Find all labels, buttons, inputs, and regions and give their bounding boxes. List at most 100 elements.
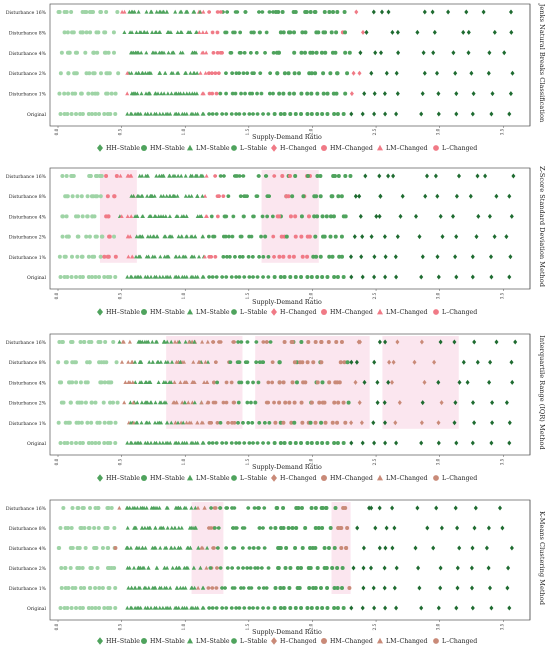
y-tick-label: Disturbance 2% [9, 71, 47, 77]
data-point [90, 112, 95, 116]
data-point [510, 379, 515, 385]
data-point [228, 360, 233, 364]
data-point [292, 360, 297, 365]
data-point [109, 380, 114, 385]
data-point [321, 91, 326, 96]
data-point [245, 566, 249, 570]
data-point [488, 359, 493, 365]
data-point [148, 71, 153, 75]
data-point [125, 605, 130, 610]
data-point [154, 9, 159, 14]
data-point [185, 565, 190, 570]
data-point [313, 546, 318, 550]
data-point [331, 214, 336, 219]
data-point [145, 274, 150, 279]
data-point [69, 275, 74, 279]
data-point [158, 545, 163, 550]
data-point [88, 174, 93, 178]
data-point [166, 50, 171, 55]
data-point [143, 71, 148, 75]
data-point [382, 91, 387, 97]
data-point [507, 420, 512, 426]
data-point [436, 379, 441, 385]
data-point [130, 50, 134, 55]
data-point [351, 70, 356, 76]
data-point [246, 506, 251, 510]
data-point [82, 586, 87, 590]
data-point [288, 441, 293, 445]
data-point [90, 441, 95, 445]
data-point [192, 254, 197, 259]
data-point [73, 91, 78, 96]
data-point [185, 545, 190, 550]
data-point [349, 420, 354, 426]
data-point [333, 234, 338, 239]
data-point [97, 441, 102, 445]
data-point [111, 30, 116, 35]
data-point [290, 340, 295, 344]
data-point [466, 50, 471, 56]
y-tick-label: Disturbance 16% [6, 506, 47, 512]
data-point [103, 50, 108, 55]
data-point [135, 91, 140, 96]
data-point [113, 441, 118, 445]
data-point [258, 30, 262, 35]
data-point [272, 112, 277, 116]
data-point [224, 112, 229, 116]
data-point [271, 214, 275, 219]
data-point [97, 606, 102, 610]
data-point [471, 91, 476, 97]
data-point [277, 214, 282, 219]
data-point [341, 275, 346, 279]
data-point [271, 10, 275, 14]
data-point [249, 234, 254, 239]
data-point [144, 505, 149, 510]
data-point [173, 91, 178, 96]
data-point [58, 112, 63, 116]
data-point [177, 339, 182, 344]
data-point [487, 50, 492, 56]
data-point [93, 400, 98, 405]
data-point [282, 112, 287, 116]
data-point [190, 605, 195, 610]
data-point [332, 586, 337, 590]
data-point [439, 525, 444, 531]
data-point [198, 9, 202, 14]
data-point [98, 194, 103, 199]
data-point [105, 91, 110, 96]
data-point [191, 360, 196, 364]
data-point [210, 30, 215, 35]
data-point [111, 400, 116, 405]
data-point [130, 505, 135, 510]
data-point [214, 586, 219, 590]
data-point [487, 379, 492, 385]
data-point [69, 112, 74, 116]
data-point [182, 565, 187, 570]
data-point [272, 606, 277, 610]
data-point [315, 566, 320, 570]
data-point [89, 194, 94, 199]
data-point [102, 254, 107, 259]
data-point [354, 359, 359, 365]
data-point [178, 360, 183, 364]
data-point [88, 586, 93, 590]
data-point [218, 421, 223, 425]
data-point [293, 275, 298, 279]
data-point [361, 29, 365, 35]
data-point [286, 71, 291, 76]
data-point [234, 112, 238, 116]
data-point [62, 91, 67, 96]
data-point [224, 71, 228, 75]
data-point [301, 194, 306, 199]
data-point [149, 214, 153, 218]
legend-item: L–Stable [231, 145, 268, 152]
data-point [60, 234, 65, 239]
data-point [299, 506, 304, 510]
data-point [308, 420, 313, 425]
data-point [130, 254, 135, 259]
data-point [266, 112, 271, 116]
data-point [315, 275, 320, 279]
data-point [358, 213, 363, 219]
data-point [236, 421, 240, 425]
